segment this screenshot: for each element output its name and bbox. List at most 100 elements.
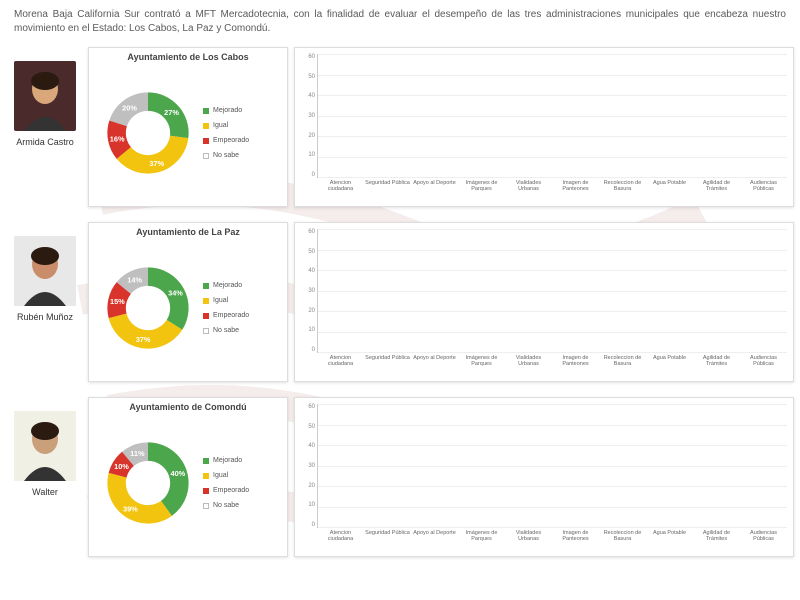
x-label: Agilidad de Trámites — [693, 355, 740, 379]
x-label: Atencion ciudadana — [317, 180, 364, 204]
donut-slice-mejorado — [148, 267, 189, 329]
x-label: Vialidades Urbanas — [505, 530, 552, 554]
x-label: Apoyo al Deporte — [411, 180, 458, 204]
x-label: Audiencias Públicas — [740, 530, 787, 554]
person-block: Armida Castro — [6, 47, 84, 147]
municipality-row: Walter Ayuntamiento de Comondú 40%39%10%… — [0, 395, 800, 570]
x-label: Vialidades Urbanas — [505, 180, 552, 204]
legend-empeorado: Empeorado — [203, 137, 249, 144]
legend-nosabe: No sabe — [203, 152, 249, 159]
y-axis: 6050403020100 — [297, 229, 315, 353]
legend-mejorado: Mejorado — [203, 107, 249, 114]
y-tick: 40 — [297, 443, 315, 449]
donut-label-igual: 37% — [149, 159, 164, 168]
donut-label-mejorado: 27% — [164, 108, 179, 117]
x-axis: Atencion ciudadanaSeguridad PúblicaApoyo… — [317, 530, 787, 554]
y-tick: 50 — [297, 74, 315, 80]
legend-empeorado: Empeorado — [203, 487, 249, 494]
person-block: Rubén Muñoz — [6, 222, 84, 322]
person-block: Walter — [6, 397, 84, 497]
y-tick: 0 — [297, 522, 315, 528]
person-name: Walter — [32, 487, 58, 497]
municipality-row: Armida Castro Ayuntamiento de Los Cabos … — [0, 45, 800, 220]
y-tick: 0 — [297, 347, 315, 353]
donut-label-igual: 37% — [136, 335, 151, 344]
y-tick: 50 — [297, 424, 315, 430]
x-label: Seguridad Pública — [364, 530, 411, 554]
x-axis: Atencion ciudadanaSeguridad PúblicaApoyo… — [317, 355, 787, 379]
donut-chart-panel: Ayuntamiento de La Paz 34% 37% 15% 14% Mejo… — [88, 222, 288, 382]
y-tick: 40 — [297, 93, 315, 99]
x-label: Agua Potable — [646, 530, 693, 554]
y-tick: 60 — [297, 404, 315, 410]
x-label: Recoleccion de Basura — [599, 355, 646, 379]
gridline — [318, 352, 787, 353]
y-tick: 30 — [297, 463, 315, 469]
x-label: Imágenes de Parques — [458, 530, 505, 554]
x-label: Agilidad de Trámites — [693, 180, 740, 204]
donut-label-mejorado: 40% — [170, 469, 185, 478]
x-label: Apoyo al Deporte — [411, 355, 458, 379]
legend-mejorado: Mejorado — [203, 282, 249, 289]
y-tick: 30 — [297, 288, 315, 294]
municipality-row: Rubén Muñoz Ayuntamiento de La Paz 34% 37… — [0, 220, 800, 395]
y-tick: 10 — [297, 502, 315, 508]
x-axis: Atencion ciudadanaSeguridad PúblicaApoyo… — [317, 180, 787, 204]
x-label: Agua Potable — [646, 355, 693, 379]
y-tick: 0 — [297, 172, 315, 178]
person-name: Rubén Muñoz — [17, 312, 73, 322]
y-tick: 50 — [297, 249, 315, 255]
donut-label-empeorado: 15% — [110, 297, 125, 306]
y-tick: 40 — [297, 268, 315, 274]
legend-igual: Igual — [203, 122, 249, 129]
plot-area — [317, 54, 787, 178]
x-label: Agilidad de Trámites — [693, 530, 740, 554]
donut-label-nosabe: 14% — [127, 275, 142, 284]
y-tick: 60 — [297, 54, 315, 60]
donut-legend: Mejorado Igual Empeorado No sabe — [203, 282, 253, 334]
person-avatar — [14, 61, 76, 131]
gridline — [318, 527, 787, 528]
x-label: Imágenes de Parques — [458, 355, 505, 379]
y-tick: 20 — [297, 483, 315, 489]
y-tick: 30 — [297, 113, 315, 119]
legend-igual: Igual — [203, 297, 249, 304]
donut-label-mejorado: 34% — [168, 289, 183, 298]
donut-slice-igual — [107, 473, 171, 524]
donut-legend: Mejorado Igual Empeorado No sabe — [203, 107, 253, 159]
donut-title: Ayuntamiento de Los Cabos — [93, 52, 283, 62]
intro-paragraph: Morena Baja California Sur contrató a MF… — [0, 0, 800, 45]
plot-area — [317, 229, 787, 353]
bar-chart-panel: 60 50 40 30 20 10 0 — [294, 397, 794, 557]
x-label: Audiencias Públicas — [740, 180, 787, 204]
person-avatar — [14, 236, 76, 306]
y-axis: 60 50 40 30 20 10 0 — [297, 404, 315, 528]
legend-nosabe: No sabe — [203, 327, 249, 334]
donut-legend: Mejorado Igual Empeorado No sabe — [203, 457, 253, 509]
x-label: Recoleccion de Basura — [599, 180, 646, 204]
bar-chart-panel: 6050403020100 — [294, 222, 794, 382]
legend-igual: Igual — [203, 472, 249, 479]
y-axis: 6050403020100 — [297, 54, 315, 178]
x-label: Agua Potable — [646, 180, 693, 204]
donut-chart-panel: Ayuntamiento de Comondú 40%39%10%11% Mej… — [88, 397, 288, 557]
gridline — [318, 177, 787, 178]
y-tick: 10 — [297, 327, 315, 333]
donut-label-nosabe: 11% — [130, 449, 145, 458]
x-label: Apoyo al Deporte — [411, 530, 458, 554]
donut-title: Ayuntamiento de Comondú — [93, 402, 283, 412]
x-label: Atencion ciudadana — [317, 530, 364, 554]
donut-title: Ayuntamiento de La Paz — [93, 227, 283, 237]
x-label: Atencion ciudadana — [317, 355, 364, 379]
x-label: Imágenes de Parques — [458, 180, 505, 204]
x-label: Imagen de Panteones — [552, 530, 599, 554]
x-label: Recoleccion de Basura — [599, 530, 646, 554]
x-label: Vialidades Urbanas — [505, 355, 552, 379]
person-avatar — [14, 411, 76, 481]
donut-chart-panel: Ayuntamiento de Los Cabos 27%37%16%20% M… — [88, 47, 288, 207]
legend-nosabe: No sabe — [203, 502, 249, 509]
donut-label-nosabe: 20% — [122, 103, 137, 112]
legend-empeorado: Empeorado — [203, 312, 249, 319]
x-label: Imagen de Panteones — [552, 355, 599, 379]
donut-label-igual: 39% — [123, 505, 138, 514]
